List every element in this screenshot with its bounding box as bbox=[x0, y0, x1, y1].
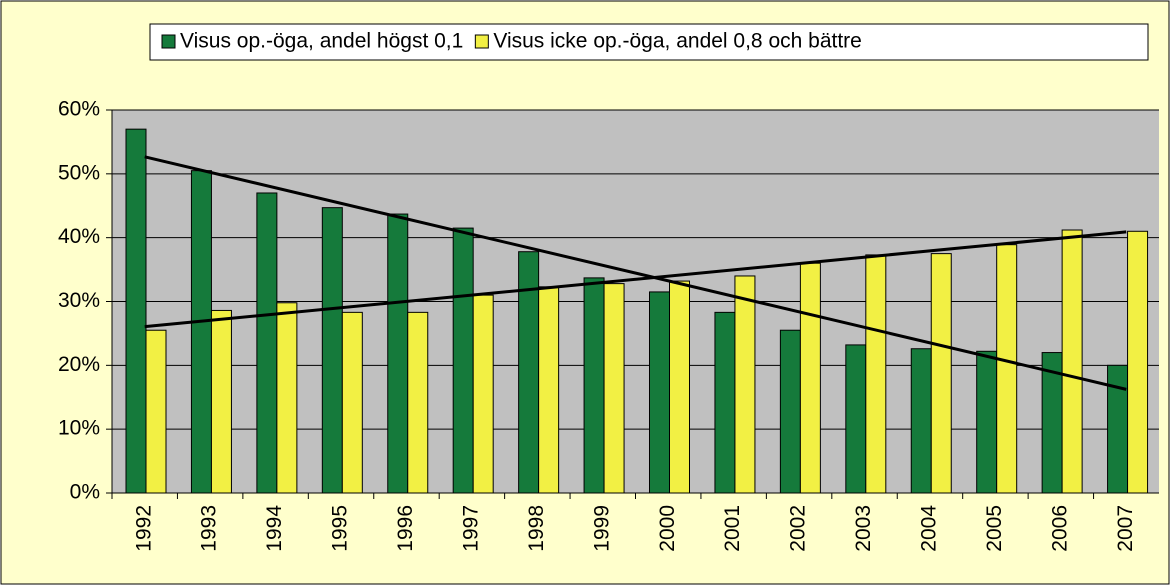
bar bbox=[1061, 229, 1083, 494]
y-tick-label: 30% bbox=[58, 289, 100, 312]
bar bbox=[256, 192, 278, 494]
x-tick-label: 2002 bbox=[787, 505, 810, 552]
bar bbox=[779, 329, 801, 494]
bar bbox=[407, 311, 429, 494]
x-tick-label: 2003 bbox=[852, 505, 875, 552]
bar bbox=[190, 170, 212, 494]
bar bbox=[865, 254, 887, 494]
x-tick-label: 2004 bbox=[918, 505, 941, 552]
bar bbox=[538, 286, 560, 494]
bar bbox=[669, 280, 690, 494]
bar bbox=[321, 207, 343, 494]
bar bbox=[210, 309, 232, 494]
x-tick-label: 2006 bbox=[1048, 505, 1071, 552]
bar bbox=[734, 275, 756, 494]
legend-label: Visus op.-öga, andel högst 0,1 bbox=[180, 30, 463, 53]
bar bbox=[649, 291, 670, 494]
x-tick-label: 2001 bbox=[721, 505, 744, 552]
bar bbox=[472, 294, 494, 494]
bar bbox=[930, 253, 952, 494]
legend-swatch bbox=[474, 34, 489, 49]
bar bbox=[583, 277, 605, 494]
bar bbox=[125, 128, 147, 494]
bar bbox=[276, 302, 298, 494]
x-tick-label: 1996 bbox=[394, 505, 417, 552]
bar bbox=[341, 311, 363, 494]
y-tick-label: 20% bbox=[58, 353, 100, 376]
y-tick-label: 10% bbox=[58, 417, 100, 440]
bar bbox=[387, 213, 409, 494]
x-tick-label: 1999 bbox=[590, 505, 613, 552]
trend-line bbox=[144, 155, 1127, 391]
bar bbox=[1127, 230, 1149, 494]
bar bbox=[976, 350, 998, 494]
bar bbox=[799, 262, 821, 494]
legend-box bbox=[149, 23, 1149, 61]
x-tick-label: 1997 bbox=[459, 505, 482, 552]
x-tick-label: 2000 bbox=[656, 505, 679, 552]
bar bbox=[145, 329, 167, 494]
y-tick-label: 60% bbox=[58, 98, 100, 121]
trend-line bbox=[144, 230, 1127, 329]
x-tick-label: 2005 bbox=[983, 505, 1006, 552]
legend-label: Visus icke op.-öga, andel 0,8 och bättre bbox=[493, 30, 862, 53]
bar bbox=[603, 283, 625, 494]
x-tick-label: 1994 bbox=[263, 505, 286, 552]
y-tick-label: 40% bbox=[58, 225, 100, 248]
x-tick-label: 2007 bbox=[1114, 505, 1137, 552]
bar bbox=[845, 344, 867, 494]
bar bbox=[714, 311, 736, 494]
x-tick-label: 1995 bbox=[329, 505, 352, 552]
bar bbox=[910, 348, 932, 494]
bar bbox=[996, 244, 1018, 494]
x-tick-label: 1992 bbox=[132, 505, 155, 552]
x-tick-label: 1998 bbox=[525, 505, 548, 552]
bar bbox=[452, 227, 474, 494]
legend-swatch bbox=[161, 34, 176, 49]
x-tick-label: 1993 bbox=[198, 505, 221, 552]
y-tick-label: 0% bbox=[70, 481, 100, 504]
y-tick-label: 50% bbox=[58, 161, 100, 184]
